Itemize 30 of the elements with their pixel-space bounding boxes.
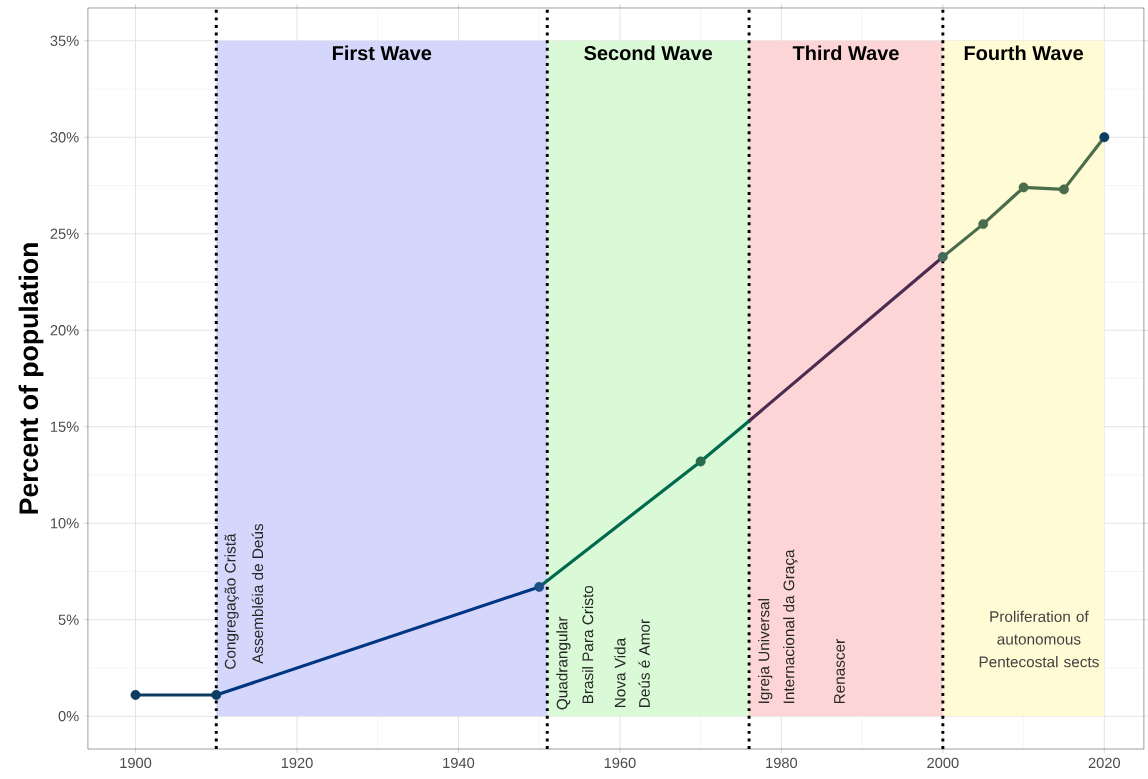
annotation: Deús é Amor	[638, 619, 650, 707]
y-tick-label: 20%	[50, 325, 79, 336]
y-tick-label: 25%	[50, 228, 79, 239]
y-tick-label: 10%	[50, 518, 79, 529]
band-label: Second Wave	[584, 45, 713, 61]
x-tick-label: 1980	[766, 757, 798, 769]
band-label: Fourth Wave	[964, 45, 1084, 61]
x-tick-label: 1940	[443, 757, 475, 769]
annotation: Quadrangular	[556, 616, 571, 710]
x-tick-label: 2020	[1088, 757, 1121, 769]
y-tick-label: 0%	[58, 711, 79, 722]
y-tick-label: 35%	[50, 35, 79, 46]
x-tick-label: 1960	[604, 757, 636, 769]
annotation: Internacional da Graça	[783, 549, 798, 703]
x-tick-label: 1900	[120, 757, 152, 769]
annotation: Igreja Universal	[758, 599, 773, 703]
annotation: Congregação Cristã	[224, 533, 239, 669]
y-axis-title: Percent of population	[18, 243, 44, 514]
annotation: Brasil Para Cristo	[582, 585, 594, 704]
y-tick-label: 30%	[50, 132, 79, 143]
x-tick-label: 2000	[927, 757, 959, 769]
annotation: Proliferation of autonomous Pentecostal sects	[979, 610, 1099, 668]
annotation: Nova Vida	[614, 637, 626, 707]
band-label: First Wave	[332, 45, 432, 61]
band-label: Third Wave	[792, 45, 899, 61]
y-tick-label: 5%	[58, 614, 79, 625]
x-tick-label: 1920	[281, 757, 313, 769]
y-tick-label: 15%	[50, 421, 79, 432]
annotation: Assembléia de Deús	[251, 523, 264, 664]
annotation: Renascer	[834, 639, 845, 704]
